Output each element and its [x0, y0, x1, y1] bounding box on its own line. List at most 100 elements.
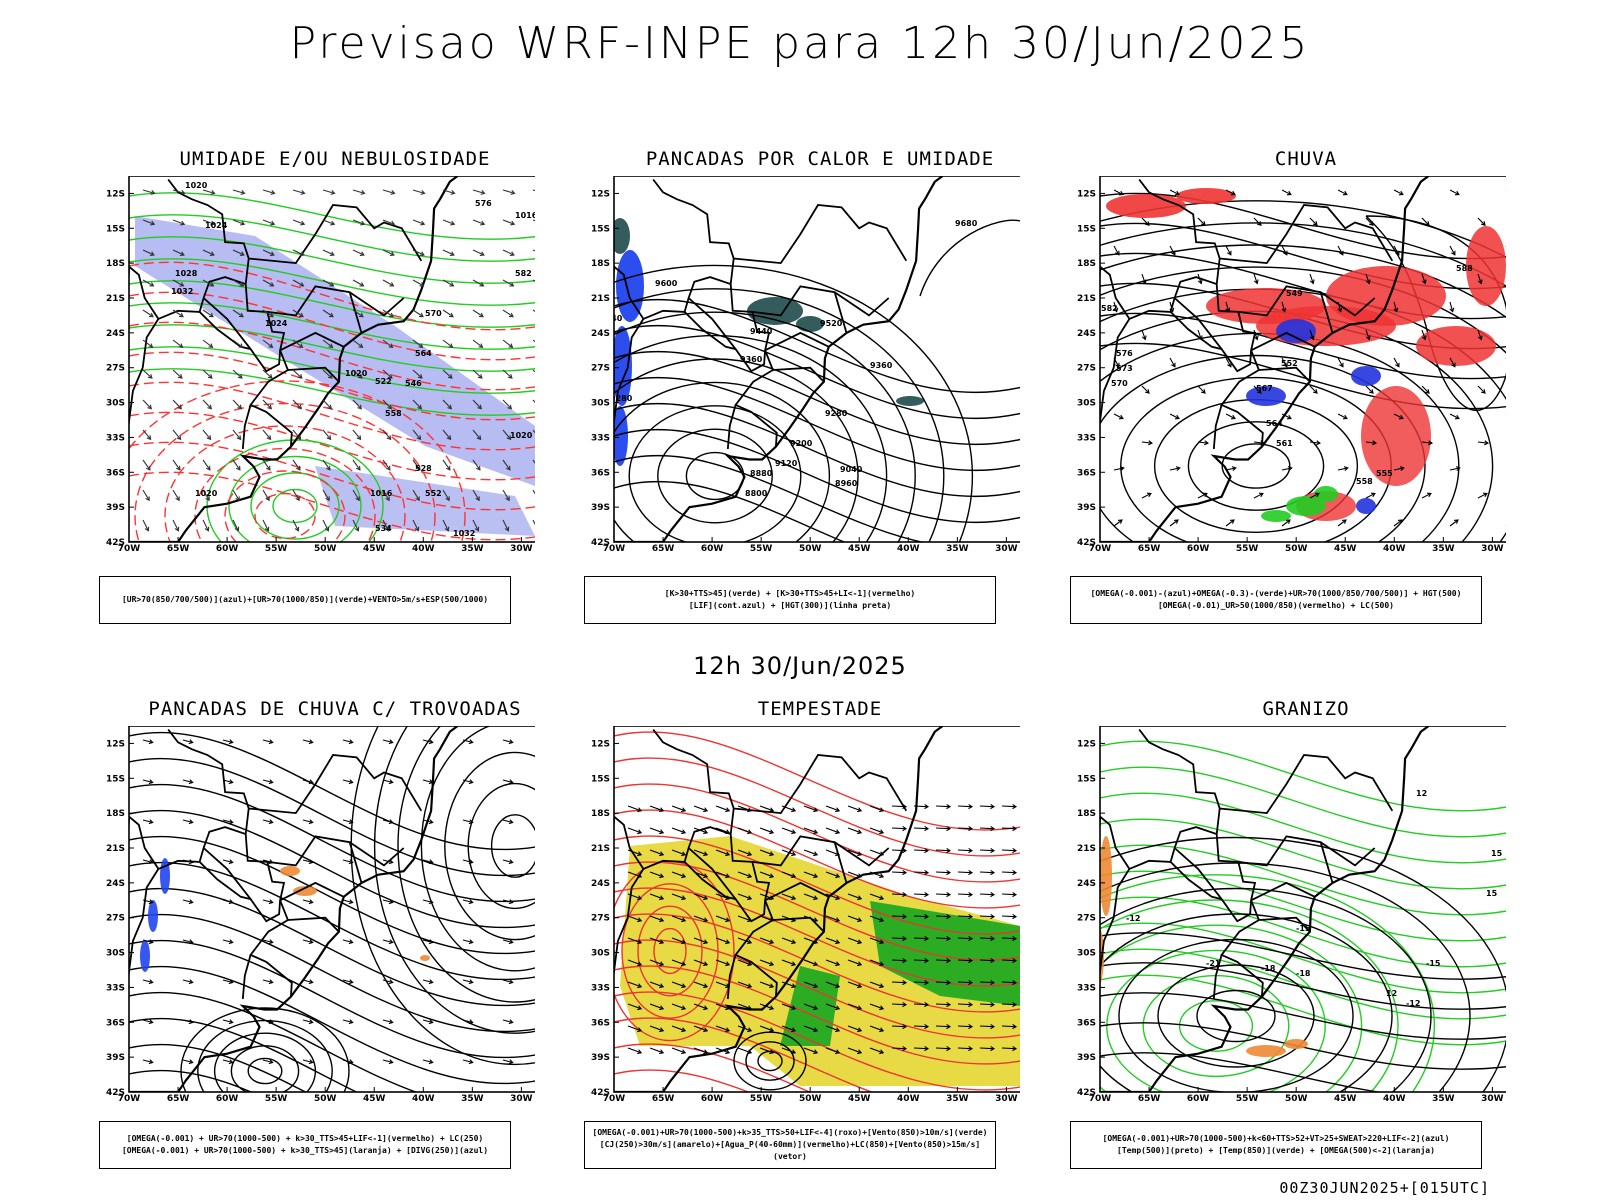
- wind-vector: [825, 871, 840, 878]
- wind-vector: [172, 279, 184, 287]
- lon-label: 50W: [799, 544, 822, 554]
- streamline: [614, 809, 1020, 909]
- wind-vector: [671, 1003, 686, 1010]
- wind-vector: [382, 819, 393, 824]
- wind-vector: [1393, 245, 1400, 256]
- wind-vector: [869, 915, 884, 922]
- main-title: Previsao WRF-INPE para 12h 30/Jun/2025: [289, 18, 1311, 69]
- wind-vector: [502, 1059, 513, 1064]
- wind-vector: [737, 959, 752, 966]
- wind-vector: [412, 459, 421, 471]
- wind-vector-head: [813, 895, 819, 901]
- wind-vector: [422, 1019, 433, 1024]
- lat-label: 21S: [591, 294, 610, 304]
- wind-vector-head: [968, 958, 974, 964]
- wind-vector-head: [879, 807, 885, 813]
- contour-label: -18: [1296, 969, 1311, 978]
- wind-vector-head: [506, 465, 511, 471]
- wind-vector: [422, 979, 433, 984]
- wind-vector: [979, 871, 995, 874]
- wind-vector-head: [1225, 307, 1231, 313]
- wind-vector: [1253, 329, 1258, 340]
- streamline: [614, 861, 1020, 961]
- wind-vector: [1281, 245, 1288, 256]
- legend-line: [OMEGA(-0.001)+UR>70(1000-500)+k<60+TTS>…: [1102, 1134, 1450, 1143]
- wind-vector: [891, 937, 907, 940]
- wind-vector-head: [188, 939, 194, 945]
- political-border: [752, 835, 848, 884]
- wind-vector-head: [902, 804, 908, 810]
- wind-vector-head: [348, 899, 354, 905]
- t500-contour: [1100, 887, 1432, 1092]
- wind-vector-head: [414, 526, 420, 532]
- wind-vector-head: [1395, 362, 1400, 368]
- wind-vector: [502, 399, 512, 410]
- political-border: [349, 291, 405, 317]
- wind-vector-head: [148, 1059, 154, 1065]
- wind-vector: [759, 805, 774, 812]
- wind-vector-head: [968, 1024, 974, 1030]
- wind-vector: [1337, 245, 1344, 256]
- wind-vector: [803, 871, 818, 878]
- wind-vector: [671, 1047, 686, 1054]
- wind-vector: [292, 339, 303, 348]
- wind-vector-head: [968, 826, 974, 832]
- wind-vector-head: [813, 807, 819, 813]
- political-border: [198, 834, 286, 923]
- lon-label: 30W: [510, 1094, 533, 1104]
- wind-vector-head: [388, 939, 394, 945]
- wind-vector: [262, 979, 273, 984]
- wind-vector-head: [791, 1005, 797, 1011]
- wind-vector: [502, 779, 513, 784]
- lat-label: 39S: [1077, 1053, 1096, 1063]
- wind-vector: [715, 937, 730, 944]
- wind-vector: [262, 249, 275, 256]
- wind-vector-head: [990, 1046, 996, 1052]
- wind-vector-head: [358, 312, 364, 318]
- wind-vector-head: [264, 526, 270, 532]
- wind-vector-head: [268, 899, 274, 905]
- wind-vector-head: [1119, 466, 1125, 472]
- wind-vector: [412, 429, 422, 440]
- streamline: [733, 1031, 807, 1091]
- wind-vector-head: [968, 804, 974, 810]
- wind-vector: [322, 369, 333, 379]
- wind-vector: [232, 369, 243, 379]
- legend-box: [OMEGA(-0.001)-(azul)+OMEGA(-0.3)-(verde…: [1070, 576, 1482, 624]
- wind-vector-head: [1395, 250, 1400, 256]
- wind-vector: [412, 489, 420, 501]
- wind-vector: [382, 779, 393, 784]
- wind-vector-head: [1281, 307, 1287, 313]
- wind-vector: [382, 309, 394, 318]
- wind-vector-head: [637, 1027, 643, 1033]
- wind-vector-head: [990, 914, 996, 920]
- thickness-contour: [134, 402, 436, 542]
- lat-label: 12S: [1077, 739, 1096, 749]
- wind-vector-head: [1316, 440, 1321, 446]
- wind-vector: [202, 369, 213, 379]
- wind-vector-head: [946, 1002, 952, 1008]
- t850-contour: [1178, 1000, 1254, 1052]
- wind-vector-head: [506, 435, 512, 441]
- t850-contour: [1100, 766, 1506, 838]
- wind-vector-head: [1256, 389, 1262, 394]
- political-border: [1100, 318, 1131, 429]
- lat-label: 30S: [1077, 399, 1096, 409]
- wind-vector: [1449, 357, 1456, 368]
- wind-vector: [322, 309, 334, 318]
- wind-vector: [322, 459, 331, 471]
- political-border: [683, 284, 771, 373]
- wind-vector-head: [857, 829, 863, 835]
- wind-vector-head: [879, 1049, 885, 1055]
- wind-vector-head: [946, 914, 952, 920]
- panel-title: UMIDADE E/OU NEBULOSIDADE: [179, 148, 491, 170]
- wind-vector-head: [1169, 307, 1175, 313]
- political-border: [241, 404, 252, 450]
- wind-vector-head: [240, 220, 246, 226]
- wind-vector: [1309, 385, 1318, 394]
- wind-vector: [502, 429, 512, 440]
- wind-vector-head: [177, 374, 183, 379]
- wind-vector: [442, 369, 453, 379]
- wind-vector: [502, 519, 509, 531]
- wind-vector-head: [703, 961, 709, 967]
